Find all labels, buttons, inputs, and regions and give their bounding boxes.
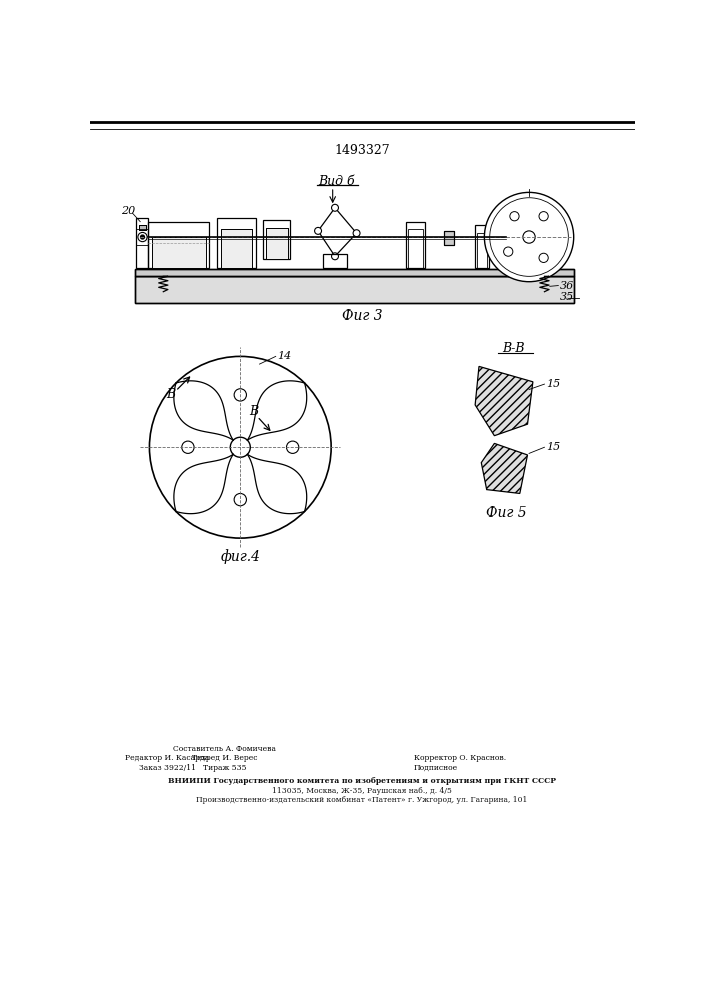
Bar bbox=[136, 218, 148, 268]
Text: Редактор И. Касарда: Редактор И. Касарда bbox=[125, 754, 209, 762]
Circle shape bbox=[286, 441, 299, 453]
Text: 15: 15 bbox=[546, 379, 560, 389]
Bar bbox=[406, 222, 425, 268]
Bar bbox=[148, 222, 209, 268]
Bar bbox=[135, 269, 573, 276]
Circle shape bbox=[141, 235, 144, 239]
Bar bbox=[217, 218, 256, 268]
Text: Производственно-издательский комбинат «Патент» г. Ужгород, ул. Гагарина, 101: Производственно-издательский комбинат «П… bbox=[197, 796, 527, 804]
Circle shape bbox=[539, 253, 548, 262]
Circle shape bbox=[523, 231, 535, 243]
Text: В: В bbox=[166, 388, 175, 401]
Circle shape bbox=[138, 232, 147, 242]
Circle shape bbox=[503, 247, 513, 256]
Bar bbox=[322, 254, 347, 268]
Circle shape bbox=[539, 212, 548, 221]
Text: 35: 35 bbox=[560, 292, 574, 302]
Bar bbox=[264, 220, 291, 259]
Text: Фиг 3: Фиг 3 bbox=[341, 309, 382, 323]
Bar bbox=[444, 231, 454, 245]
Polygon shape bbox=[475, 366, 533, 436]
Bar bbox=[139, 225, 146, 230]
Bar bbox=[135, 276, 573, 303]
Text: 20: 20 bbox=[122, 206, 136, 216]
Bar bbox=[152, 237, 206, 268]
Circle shape bbox=[332, 253, 339, 260]
Text: 36: 36 bbox=[560, 281, 574, 291]
Bar bbox=[221, 229, 252, 268]
Circle shape bbox=[332, 204, 339, 211]
Circle shape bbox=[182, 441, 194, 453]
Bar bbox=[266, 228, 288, 259]
Text: Подписное: Подписное bbox=[414, 764, 457, 772]
Bar bbox=[475, 225, 489, 268]
Text: Корректор О. Краснов.: Корректор О. Краснов. bbox=[414, 754, 506, 762]
Bar bbox=[135, 276, 573, 303]
Text: 15: 15 bbox=[546, 442, 560, 452]
Text: Заказ 3922/11: Заказ 3922/11 bbox=[139, 764, 196, 772]
Text: 1493327: 1493327 bbox=[334, 144, 390, 157]
Text: В: В bbox=[250, 405, 259, 418]
Polygon shape bbox=[481, 443, 527, 493]
Bar bbox=[408, 229, 423, 268]
Text: Фиг 5: Фиг 5 bbox=[486, 506, 526, 520]
Bar bbox=[221, 229, 252, 268]
Text: 113035, Москва, Ж-35, Раушская наб., д. 4/5: 113035, Москва, Ж-35, Раушская наб., д. … bbox=[272, 787, 452, 795]
Bar bbox=[152, 237, 206, 268]
Circle shape bbox=[230, 437, 250, 457]
Text: Техред И. Верес: Техред И. Верес bbox=[192, 754, 257, 762]
Text: Составитель А. Фомичева: Составитель А. Фомичева bbox=[173, 745, 276, 753]
Bar bbox=[520, 233, 529, 268]
Text: фиг.4: фиг.4 bbox=[221, 549, 260, 564]
Circle shape bbox=[315, 227, 322, 234]
Bar bbox=[139, 225, 146, 230]
Circle shape bbox=[510, 212, 519, 221]
Circle shape bbox=[149, 356, 331, 538]
Text: ВНИИПИ Государственного комитета по изобретениям и открытиям при ГКНТ СССР: ВНИИПИ Государственного комитета по изоб… bbox=[168, 777, 556, 785]
Bar bbox=[518, 225, 532, 268]
Circle shape bbox=[353, 230, 360, 237]
Bar bbox=[135, 269, 573, 276]
Bar bbox=[266, 228, 288, 259]
Text: Тираж 535: Тираж 535 bbox=[203, 764, 247, 772]
Text: Вид б: Вид б bbox=[318, 175, 355, 188]
Bar bbox=[444, 231, 454, 245]
Text: В-В: В-В bbox=[503, 342, 525, 355]
Bar bbox=[477, 233, 486, 268]
Circle shape bbox=[234, 493, 247, 506]
Circle shape bbox=[234, 389, 247, 401]
Text: 14: 14 bbox=[277, 351, 291, 361]
Circle shape bbox=[484, 192, 573, 282]
